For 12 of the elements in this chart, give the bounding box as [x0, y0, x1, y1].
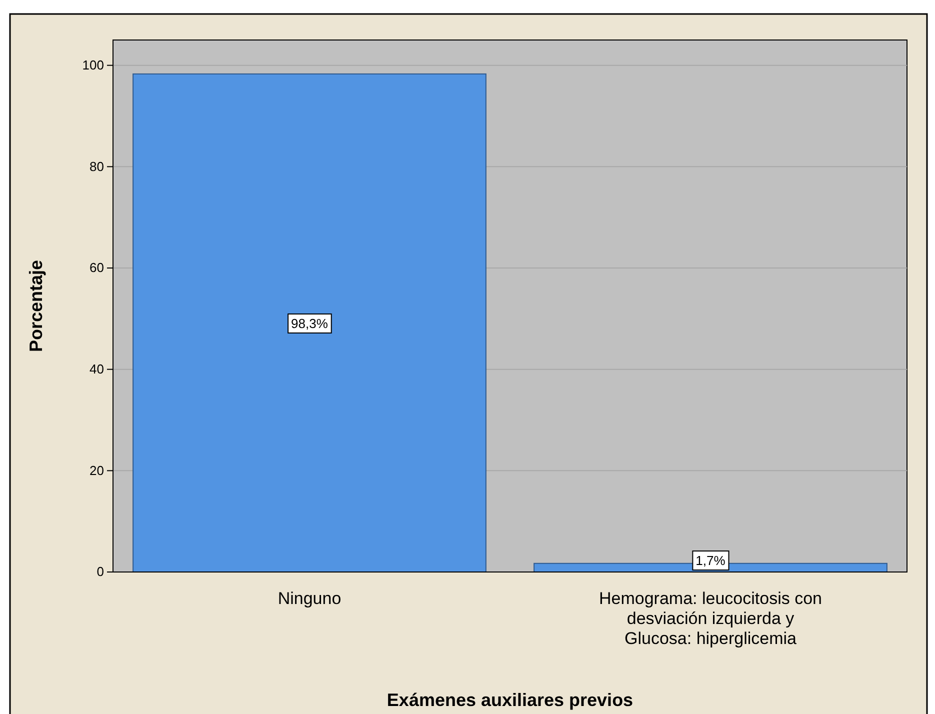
y-tick-label: 100 — [82, 57, 104, 72]
x-axis-title: Exámenes auxiliares previos — [386, 690, 634, 710]
y-tick-label: 80 — [90, 158, 104, 174]
data-label: 1,7% — [696, 553, 726, 568]
x-tick-label: Hemograma: leucocitosis con desviación izquierda y Glucosa: hiperglicemia — [599, 589, 822, 648]
y-tick-label: 40 — [90, 361, 104, 376]
y-tick-label: 60 — [90, 260, 104, 276]
data-label: 98,3% — [291, 316, 328, 331]
y-axis-title: Porcentaje — [26, 260, 46, 352]
y-tick-label: 20 — [90, 462, 104, 478]
y-tick-label: 0 — [96, 564, 104, 580]
x-tick-label: Ninguno — [278, 589, 342, 608]
